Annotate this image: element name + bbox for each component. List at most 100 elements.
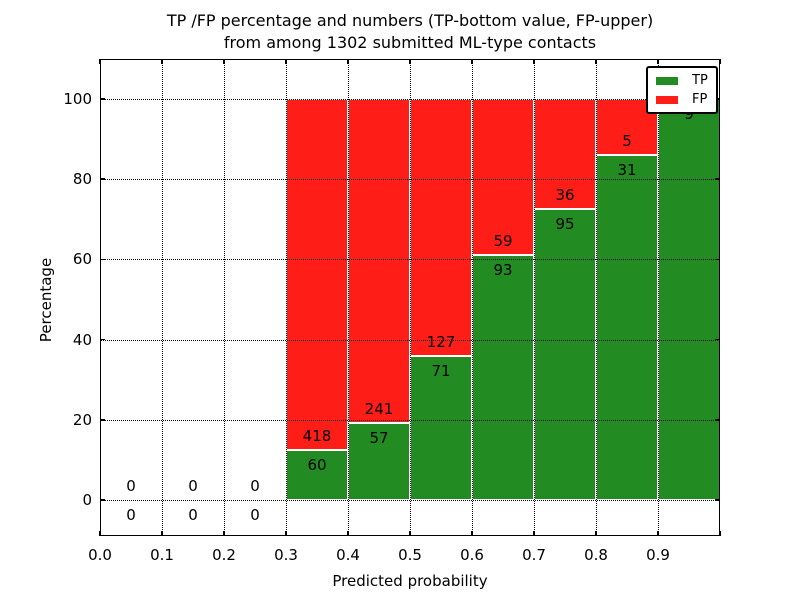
gridline-vertical	[534, 59, 535, 536]
legend: TP FP	[646, 66, 718, 114]
x-tick-mark	[719, 531, 721, 536]
y-tick-mark	[100, 178, 105, 180]
gridline-horizontal	[100, 500, 720, 501]
x-tick-mark	[161, 59, 163, 64]
y-tick-label: 20	[72, 410, 92, 429]
x-tick-mark	[223, 531, 225, 536]
x-tick-label: 0.4	[336, 546, 360, 564]
x-tick-label: 0.1	[150, 546, 174, 564]
y-tick-label: 100	[63, 90, 92, 108]
tp-count-label: 0	[250, 506, 260, 524]
tp-count-label: 0	[126, 506, 136, 524]
x-tick-label: 0.7	[522, 546, 546, 564]
x-tick-mark	[347, 531, 349, 536]
fp-count-label: 0	[188, 477, 198, 495]
x-tick-mark	[285, 59, 287, 64]
x-tick-mark	[347, 59, 349, 64]
tp-count-label: 71	[431, 362, 451, 381]
tp-count-label: 0	[188, 506, 198, 524]
x-tick-mark	[595, 531, 597, 536]
x-tick-label: 0.0	[88, 546, 112, 564]
x-tick-label: 0.2	[212, 546, 236, 564]
y-tick-mark	[100, 258, 105, 261]
tp-count-label: 31	[617, 160, 637, 179]
gridline-vertical	[410, 59, 411, 536]
fp-count-label: 0	[126, 477, 136, 495]
x-tick-mark	[719, 59, 721, 64]
x-tick-mark	[595, 59, 597, 64]
x-tick-mark	[99, 531, 101, 536]
gridline-horizontal	[100, 99, 720, 100]
fp-count-label: 59	[493, 231, 513, 250]
fp-count-label: 418	[302, 426, 332, 445]
y-tick-mark	[100, 499, 105, 501]
fp-swatch-icon	[656, 95, 678, 104]
fp-count-label: 36	[555, 186, 575, 205]
chart-title-line2: from among 1302 submitted ML-type contac…	[223, 33, 597, 52]
fp-count-label: 127	[426, 333, 456, 352]
x-tick-label: 0.6	[460, 546, 484, 564]
x-tick-mark	[285, 531, 287, 536]
fp-count-label: 5	[622, 131, 632, 150]
y-tick-mark	[100, 419, 105, 421]
x-tick-mark	[657, 59, 659, 64]
y-tick-mark	[715, 499, 720, 501]
fp-bar-segment	[534, 99, 596, 210]
tp-count-label: 95	[555, 215, 575, 234]
chart-title-line1: TP /FP percentage and numbers (TP-bottom…	[166, 11, 654, 30]
plot-area: 0000004186024157127715993369553109	[99, 59, 721, 536]
gridline-horizontal	[100, 339, 720, 341]
legend-item: TP	[656, 74, 708, 87]
y-tick-mark	[715, 178, 720, 180]
x-axis-label: Predicted probability	[332, 572, 488, 590]
legend-label: FP	[692, 92, 708, 107]
bars-layer	[100, 59, 720, 536]
gridline-vertical	[286, 59, 287, 536]
legend-label: TP	[692, 73, 708, 88]
gridline-vertical	[596, 59, 597, 536]
gridline-vertical	[224, 59, 225, 536]
tick-marks-layer	[99, 59, 721, 536]
x-tick-mark	[223, 59, 225, 64]
x-tick-label: 0.8	[584, 546, 608, 564]
x-tick-label: 0.9	[646, 546, 670, 564]
x-tick-mark	[533, 531, 535, 536]
y-tick-mark	[100, 338, 105, 341]
tp-count-label: 9	[684, 105, 694, 123]
gridline-horizontal	[100, 419, 720, 421]
y-tick-label: 40	[72, 330, 92, 349]
tp-bar-segment	[596, 154, 658, 500]
gridline-vertical	[658, 59, 659, 536]
x-tick-mark	[471, 59, 473, 64]
chart-title: TP /FP percentage and numbers (TP-bottom…	[100, 10, 720, 54]
gridline-vertical	[348, 59, 349, 536]
gridline-horizontal	[100, 259, 720, 261]
gridline-horizontal	[100, 179, 720, 181]
x-tick-mark	[409, 531, 411, 536]
x-tick-mark	[161, 531, 163, 536]
y-tick-label: 80	[72, 170, 92, 189]
tp-count-label: 57	[369, 429, 389, 448]
fp-bar-segment	[410, 99, 472, 357]
grid-layer	[100, 59, 720, 536]
x-tick-mark	[533, 59, 535, 64]
x-tick-mark	[657, 531, 659, 536]
x-tick-mark	[471, 531, 473, 536]
fp-count-label: 0	[250, 477, 260, 495]
y-tick-label: 0	[82, 491, 92, 509]
tp-count-label: 93	[493, 260, 513, 279]
tp-swatch-icon	[656, 76, 678, 85]
x-tick-label: 0.3	[274, 546, 298, 564]
y-tick-mark	[100, 98, 105, 100]
gridline-vertical	[472, 59, 473, 536]
legend-item: FP	[656, 93, 708, 106]
tp-count-label: 60	[307, 455, 327, 474]
tp-bar-segment	[286, 449, 348, 500]
x-tick-mark	[99, 59, 101, 64]
y-tick-label: 60	[72, 250, 92, 269]
fp-bar-segment	[348, 99, 410, 424]
bar-count-labels-layer: 0000004186024157127715993369553109	[100, 59, 720, 536]
y-tick-mark	[715, 258, 720, 261]
y-tick-mark	[715, 338, 720, 341]
